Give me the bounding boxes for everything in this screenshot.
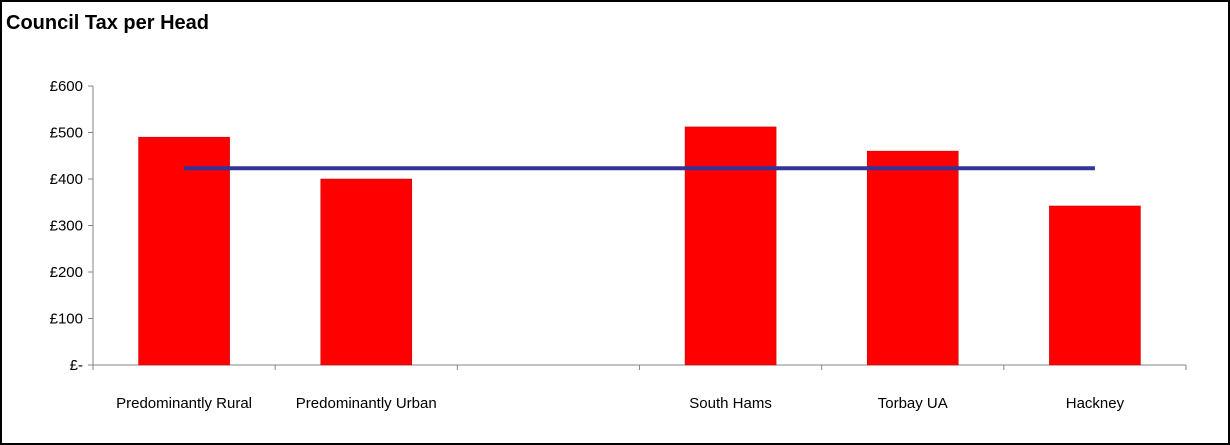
x-tick-label: South Hams <box>689 395 772 412</box>
chart-title: Council Tax per Head <box>6 12 210 34</box>
y-tick-label: £400 <box>50 171 83 188</box>
bar <box>320 178 413 366</box>
y-tick-label: £600 <box>50 78 83 95</box>
bar <box>684 126 777 366</box>
bar <box>138 136 230 366</box>
bar <box>1049 205 1141 366</box>
y-axis-labels: £- £100 £200 £300 £400 £500 £600 <box>50 78 83 374</box>
y-tick-label: £100 <box>50 311 83 328</box>
y-tick-label: £200 <box>50 264 83 281</box>
y-tick-label: £- <box>70 357 83 374</box>
x-tick-label: Hackney <box>1066 395 1125 412</box>
x-tick-label: Predominantly Rural <box>116 395 252 412</box>
bar <box>866 150 959 366</box>
y-tick-label: £500 <box>50 125 83 142</box>
x-tick-label: Torbay UA <box>878 395 948 412</box>
y-tick-label: £300 <box>50 218 83 235</box>
chart-axes <box>88 85 1187 370</box>
x-axis-labels: Predominantly Rural Predominantly Urban So… <box>116 395 1124 412</box>
bar-series <box>138 126 1141 366</box>
x-tick-label: Predominantly Urban <box>296 395 437 412</box>
